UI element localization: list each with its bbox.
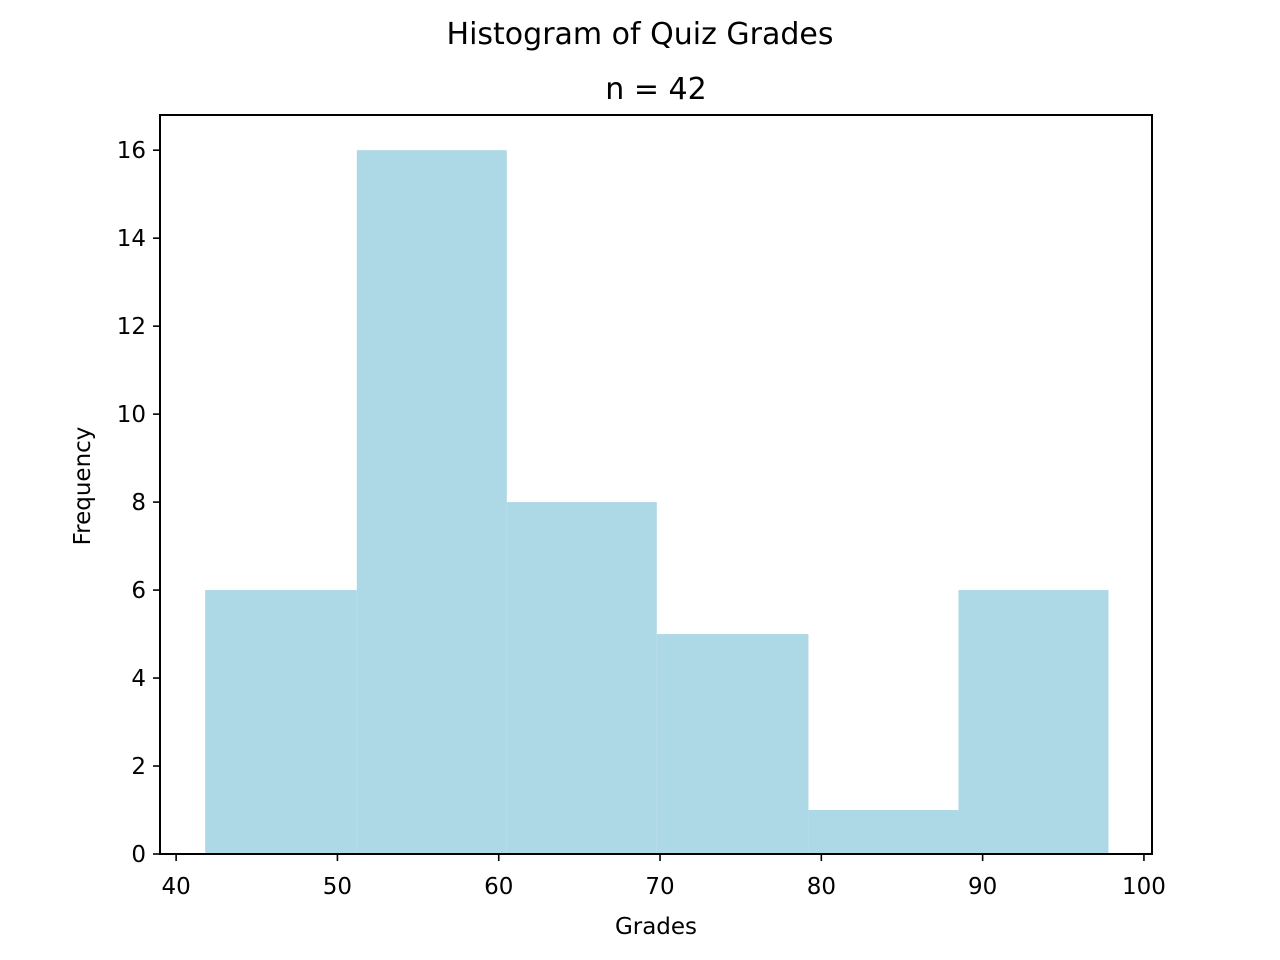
x-tick-label: 90: [968, 874, 997, 900]
x-tick-label: 70: [645, 874, 674, 900]
y-tick-label: 0: [131, 842, 146, 868]
y-tick-label: 6: [131, 578, 146, 604]
x-axis-ticks: 40 50 60 70 80 90 100: [161, 854, 1166, 900]
histogram-bar-2: [356, 150, 507, 854]
x-tick-label: 40: [161, 874, 190, 900]
x-tick-label: 80: [807, 874, 836, 900]
x-tick-label: 100: [1122, 874, 1166, 900]
x-tick-label: 50: [323, 874, 352, 900]
histogram-bar-1: [205, 590, 357, 854]
chart-title: Histogram of Quiz Grades: [447, 17, 834, 52]
chart-subtitle: n = 42: [605, 72, 706, 107]
y-tick-label: 16: [117, 138, 146, 164]
x-axis-label: Grades: [615, 914, 697, 940]
y-tick-label: 12: [117, 314, 146, 340]
y-tick-label: 4: [131, 666, 146, 692]
y-tick-label: 8: [131, 490, 146, 516]
bars-group: [205, 150, 1109, 854]
y-axis-label: Frequency: [70, 427, 96, 546]
y-axis-ticks: 0 2 4 6 8 10 12 14 16: [117, 138, 160, 868]
y-tick-label: 10: [117, 402, 146, 428]
y-tick-label: 14: [117, 226, 146, 252]
histogram-bar-6: [958, 590, 1109, 854]
histogram-bar-4: [656, 634, 809, 854]
histogram-bar-3: [506, 502, 657, 854]
histogram-bar-5: [808, 810, 959, 854]
plot-frame: [159, 114, 1153, 855]
x-tick-label: 60: [484, 874, 513, 900]
y-tick-label: 2: [131, 754, 146, 780]
